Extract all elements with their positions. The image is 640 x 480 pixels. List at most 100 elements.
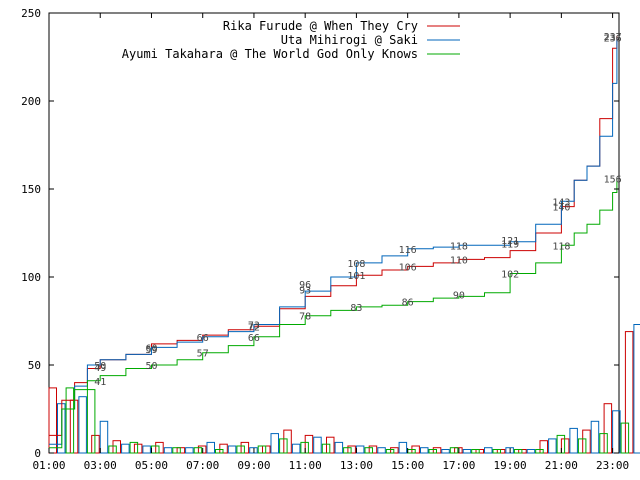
plot-frame xyxy=(48,12,620,454)
point-label: 50 xyxy=(145,361,157,372)
hourly-bar xyxy=(377,447,386,454)
hourly-bar xyxy=(398,441,408,454)
hourly-bar xyxy=(449,447,459,454)
hourly-bar xyxy=(535,449,544,454)
hourly-bar xyxy=(99,420,109,454)
hourly-bar xyxy=(300,441,309,454)
y-tick-label: 0 xyxy=(34,447,41,460)
hourly-bar xyxy=(48,387,57,454)
hourly-bar xyxy=(219,443,228,454)
hourly-bar xyxy=(86,389,96,454)
hourly-bar xyxy=(539,440,548,454)
hourly-bar xyxy=(513,449,523,454)
y-tick-label: 50 xyxy=(28,359,41,372)
point-label: 83 xyxy=(350,303,362,314)
hourly-bar xyxy=(321,443,331,454)
hourly-bar xyxy=(91,434,100,454)
y-tick-label: 200 xyxy=(21,95,41,108)
hourly-bar xyxy=(343,447,352,454)
hourly-bar xyxy=(420,447,429,454)
hourly-bar xyxy=(633,324,640,454)
hourly-bar xyxy=(257,445,267,454)
cumulative-lines xyxy=(49,35,618,449)
hourly-bar xyxy=(78,396,87,454)
point-label: 121 xyxy=(501,236,519,247)
hourly-bar xyxy=(133,443,143,454)
hourly-bar xyxy=(347,445,356,454)
hourly-bar xyxy=(279,438,288,454)
hourly-bar xyxy=(129,441,139,454)
x-tick-label: 13:00 xyxy=(340,459,373,472)
hourly-bar xyxy=(172,447,181,454)
hourly-bar xyxy=(624,331,634,454)
legend-label: Rika Furude @ When They Cry xyxy=(223,19,418,33)
hourly-bar xyxy=(582,429,591,454)
hourly-bar xyxy=(548,438,557,454)
x-tick-label: 01:00 xyxy=(32,459,65,472)
hourly-bar xyxy=(390,447,399,454)
hourly-bar xyxy=(475,449,484,454)
point-label: 237 xyxy=(604,32,622,43)
x-tick-label: 21:00 xyxy=(545,459,578,472)
point-label: 41 xyxy=(94,377,106,388)
hourly-bar xyxy=(569,427,578,454)
point-label: 116 xyxy=(399,245,417,256)
hourly-bar xyxy=(590,420,600,454)
hourly-bar xyxy=(142,445,151,454)
point-label: 60 xyxy=(145,343,157,354)
hourly-bar xyxy=(291,443,301,454)
hourly-bar xyxy=(432,447,442,454)
hourly-bar xyxy=(313,436,322,454)
point-label: 73 xyxy=(248,321,260,332)
point-label: 119 xyxy=(501,240,519,251)
hourly-bar xyxy=(428,449,437,454)
point-label: 101 xyxy=(347,271,365,282)
hourly-bar xyxy=(577,438,587,454)
series-line xyxy=(49,37,618,445)
point-label: 57 xyxy=(197,349,209,360)
point-label: 143 xyxy=(552,197,570,208)
hourly-bar xyxy=(185,447,194,454)
hourly-bar xyxy=(484,447,493,454)
point-label: 66 xyxy=(248,333,260,344)
y-tick-label: 100 xyxy=(21,271,41,284)
axes: 0 50 100 150 200 250 01:00 03:00 05:00 07:00 09:00… xyxy=(21,7,629,472)
y-tick-label: 250 xyxy=(21,7,41,20)
hourly-bar xyxy=(560,438,570,454)
hourly-bar xyxy=(270,433,279,454)
point-label: 50 xyxy=(94,361,106,372)
point-label: 102 xyxy=(501,269,519,280)
point-label: 96 xyxy=(299,280,311,291)
legend-label: Uta Mihirogi @ Saki xyxy=(281,33,418,47)
x-tick-label: 03:00 xyxy=(84,459,117,472)
hourly-bar xyxy=(462,449,472,454)
point-label: 49 xyxy=(94,363,106,374)
point-label: 236 xyxy=(604,34,622,45)
hourly-bar xyxy=(364,447,373,454)
hourly-bar xyxy=(526,449,536,454)
point-label: 156 xyxy=(604,174,622,185)
hourly-bar xyxy=(492,449,501,454)
point-label: 118 xyxy=(450,241,468,252)
hourly-bar xyxy=(518,449,527,454)
hourly-bar xyxy=(496,449,506,454)
x-tick-label: 17:00 xyxy=(442,459,475,472)
point-label: 110 xyxy=(450,255,468,266)
hourly-bar xyxy=(236,445,245,454)
hourly-bar xyxy=(556,434,566,454)
y-tick-label: 150 xyxy=(21,183,41,196)
hourly-bar xyxy=(121,443,130,454)
legend-label: Ayumi Takahara @ The World God Only Know… xyxy=(122,47,418,61)
hourly-bar xyxy=(599,433,608,454)
hourly-bar xyxy=(355,445,365,454)
hourly-bar xyxy=(441,449,450,454)
point-label: 108 xyxy=(347,259,365,270)
point-label: 90 xyxy=(453,291,465,302)
point-label: 86 xyxy=(402,298,414,309)
series-line xyxy=(49,35,618,436)
x-tick-label: 07:00 xyxy=(186,459,219,472)
series-line xyxy=(49,178,618,449)
x-tick-label: 23:00 xyxy=(596,459,629,472)
point-label: 93 xyxy=(299,285,311,296)
